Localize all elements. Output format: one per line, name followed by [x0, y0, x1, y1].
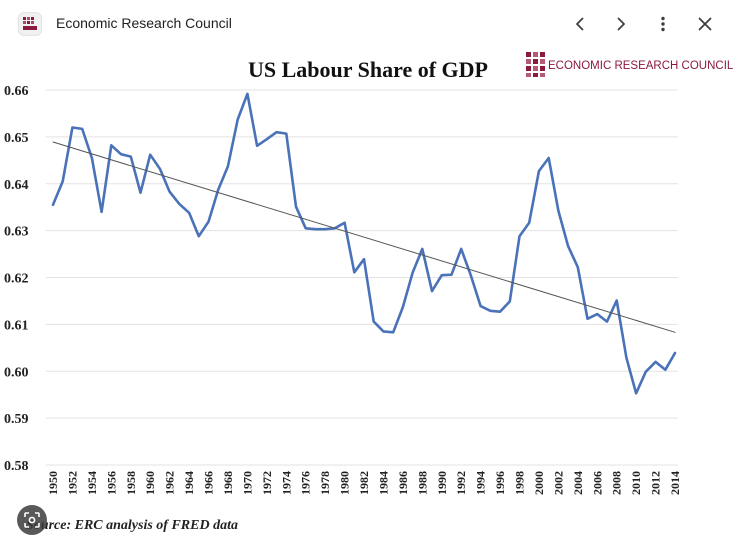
chevron-right-icon — [617, 17, 625, 31]
y-tick-label: 0.60 — [4, 365, 29, 380]
x-tick-label: 1976 — [299, 471, 313, 495]
x-tick-label: 2012 — [649, 471, 663, 495]
trend-line — [52, 141, 676, 333]
x-tick-label: 1984 — [376, 471, 390, 495]
brand-logo: ECONOMIC RESEARCH COUNCIL — [526, 52, 734, 77]
x-tick-label: 2014 — [668, 471, 682, 495]
x-tick-label: 1980 — [338, 471, 352, 495]
y-tick-label: 0.59 — [4, 412, 29, 427]
y-tick-label: 0.64 — [4, 178, 29, 193]
y-tick-label: 0.62 — [4, 272, 29, 287]
x-tick-label: 1960 — [143, 471, 157, 495]
close-icon — [698, 17, 712, 31]
x-tick-label: 2002 — [551, 471, 565, 495]
x-tick-label: 1982 — [357, 471, 371, 495]
y-tick-label: 0.66 — [4, 84, 29, 99]
x-tick-label: 1968 — [221, 471, 235, 495]
y-tick-label: 0.61 — [4, 318, 29, 333]
x-axis-ticks: 1950 1952 1954 1956 1958 1960 1962 1964 1966 1968… — [46, 471, 682, 495]
y-tick-label: 0.63 — [4, 225, 29, 240]
lens-icon — [24, 512, 40, 528]
brand-logo-mark — [526, 52, 545, 77]
x-tick-label: 2006 — [590, 471, 604, 495]
y-axis-ticks: 0.58 0.59 0.60 0.61 0.62 0.63 0.64 0.65 0.66 — [4, 84, 29, 474]
x-tick-label: 1958 — [124, 471, 138, 495]
x-tick-label: 1952 — [65, 471, 79, 495]
close-button[interactable] — [690, 9, 720, 39]
x-tick-label: 1996 — [493, 471, 507, 495]
more-vert-icon — [661, 16, 665, 32]
x-tick-label: 1956 — [104, 471, 118, 495]
chart-image: 0.58 0.59 0.60 0.61 0.62 0.63 0.64 0.65 0.66 195… — [0, 48, 740, 542]
x-tick-label: 1988 — [415, 471, 429, 495]
source-note: Source: ERC analysis of FRED data — [26, 518, 238, 533]
x-tick-label: 1970 — [240, 471, 254, 495]
x-tick-label: 1950 — [46, 471, 60, 495]
y-tick-label: 0.65 — [4, 131, 29, 146]
x-tick-label: 2010 — [629, 471, 643, 495]
site-icon[interactable] — [18, 12, 42, 36]
next-button[interactable] — [606, 9, 636, 39]
y-tick-label: 0.58 — [4, 459, 29, 474]
x-tick-label: 1986 — [396, 471, 410, 495]
more-options-button[interactable] — [648, 9, 678, 39]
top-bar: Economic Research Council — [0, 0, 740, 48]
brand-name: ECONOMIC RESEARCH COUNCIL — [548, 60, 734, 72]
x-tick-label: 1954 — [85, 471, 99, 495]
grid-lines — [46, 89, 678, 466]
lens-button[interactable] — [17, 505, 47, 535]
x-tick-label: 1962 — [163, 471, 177, 495]
x-tick-label: 1974 — [279, 471, 293, 495]
x-tick-label: 1990 — [435, 471, 449, 495]
x-tick-label: 1972 — [260, 471, 274, 495]
x-tick-label: 1978 — [318, 471, 332, 495]
previous-button[interactable] — [565, 9, 595, 39]
chart-title: US Labour Share of GDP — [248, 57, 488, 82]
x-tick-label: 1966 — [202, 471, 216, 495]
x-tick-label: 1964 — [182, 471, 196, 495]
chevron-left-icon — [576, 17, 584, 31]
series-line-labour-share — [51, 92, 677, 395]
x-tick-label: 1994 — [474, 471, 488, 495]
x-tick-label: 1992 — [454, 471, 468, 495]
erc-logo-icon — [23, 17, 37, 30]
x-tick-label: 2000 — [532, 471, 546, 495]
x-tick-label: 1998 — [513, 471, 527, 495]
series-lines — [51, 92, 677, 395]
site-title: Economic Research Council — [56, 15, 232, 31]
x-tick-label: 2004 — [571, 471, 585, 495]
x-tick-label: 2008 — [610, 471, 624, 495]
labour-share-chart: 0.58 0.59 0.60 0.61 0.62 0.63 0.64 0.65 0.66 195… — [0, 48, 740, 542]
